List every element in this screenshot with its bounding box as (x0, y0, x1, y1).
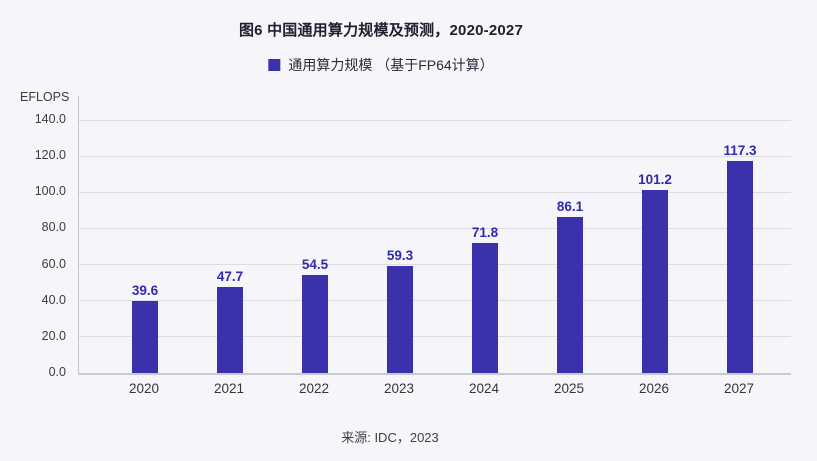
gridline (79, 155, 791, 157)
gridline (79, 227, 791, 229)
bar-value-label: 39.6 (131, 283, 159, 299)
x-tick-label: 2025 (553, 381, 585, 396)
y-tick-label: 140.0 (34, 112, 66, 126)
source-note: 来源: IDC，2023 (341, 430, 439, 445)
bar-value-label: 59.3 (386, 247, 414, 263)
bar (302, 274, 328, 373)
legend-label: 通用算力规模 （基于FP64计算） (288, 57, 494, 73)
bar-value-label: 117.3 (723, 143, 757, 159)
y-tick-label: 40.0 (41, 292, 66, 307)
x-tick-label: 2023 (383, 381, 415, 396)
bar (557, 217, 583, 373)
bar-value-label: 86.1 (556, 199, 584, 215)
plot-area: 39.6 47.7 54.5 59.3 71.8 86.1 101.2 117.3 (78, 96, 791, 375)
gridline (79, 119, 791, 121)
bar-value-label: 71.8 (471, 225, 499, 241)
bar-value-label: 54.5 (301, 256, 329, 272)
x-tick-label: 2021 (213, 381, 245, 396)
y-tick-label: 60.0 (41, 256, 66, 271)
bar (132, 301, 158, 373)
x-tick-label: 2022 (298, 381, 330, 396)
x-tick-label: 2020 (128, 381, 160, 396)
gridline (79, 191, 791, 193)
y-tick-label: 20.0 (41, 328, 66, 343)
bar (727, 161, 753, 373)
chart-title: 图6 中国通用算力规模及预测，2020-2027 (238, 22, 524, 39)
y-tick-label: 0.0 (48, 365, 66, 379)
bar (472, 243, 498, 373)
x-tick-label: 2027 (723, 381, 755, 396)
y-tick-label: 80.0 (41, 220, 66, 235)
bar (642, 190, 668, 373)
legend-swatch-icon (268, 59, 281, 71)
gridline (79, 336, 791, 338)
bar-value-label: 101.2 (638, 172, 672, 188)
y-tick-label: 100.0 (34, 184, 66, 199)
legend: 通用算力规模 （基于FP64计算） (268, 55, 494, 75)
gridline (79, 264, 791, 266)
x-tick-label: 2026 (638, 381, 670, 396)
bar-value-label: 47.7 (216, 268, 244, 284)
gridline (79, 300, 791, 302)
y-tick-label: 120.0 (34, 148, 66, 163)
bar (217, 286, 243, 373)
bar (387, 265, 413, 373)
y-axis-unit-label: EFLOPS (20, 90, 70, 104)
x-tick-label: 2024 (468, 381, 500, 396)
